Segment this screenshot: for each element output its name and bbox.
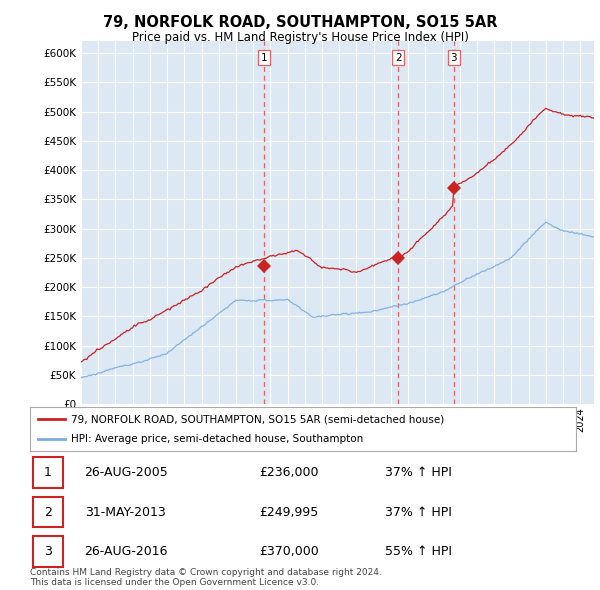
Text: 3: 3 [451,53,457,63]
FancyBboxPatch shape [33,457,63,488]
Text: 1: 1 [261,53,268,63]
Text: 26-AUG-2005: 26-AUG-2005 [85,466,169,479]
Text: 37% ↑ HPI: 37% ↑ HPI [385,506,452,519]
Text: £236,000: £236,000 [259,466,319,479]
Text: 37% ↑ HPI: 37% ↑ HPI [385,466,452,479]
Text: 1: 1 [44,466,52,479]
Text: 79, NORFOLK ROAD, SOUTHAMPTON, SO15 5AR (semi-detached house): 79, NORFOLK ROAD, SOUTHAMPTON, SO15 5AR … [71,414,444,424]
Text: 79, NORFOLK ROAD, SOUTHAMPTON, SO15 5AR: 79, NORFOLK ROAD, SOUTHAMPTON, SO15 5AR [103,15,497,30]
Text: £370,000: £370,000 [259,545,319,558]
Text: HPI: Average price, semi-detached house, Southampton: HPI: Average price, semi-detached house,… [71,434,363,444]
Text: £249,995: £249,995 [259,506,319,519]
Text: 3: 3 [44,545,52,558]
Text: Contains HM Land Registry data © Crown copyright and database right 2024.
This d: Contains HM Land Registry data © Crown c… [30,568,382,587]
Text: 31-MAY-2013: 31-MAY-2013 [85,506,166,519]
Text: 55% ↑ HPI: 55% ↑ HPI [385,545,452,558]
FancyBboxPatch shape [33,497,63,527]
FancyBboxPatch shape [33,536,63,567]
Text: 26-AUG-2016: 26-AUG-2016 [85,545,168,558]
Text: 2: 2 [44,506,52,519]
Text: 2: 2 [395,53,401,63]
Text: Price paid vs. HM Land Registry's House Price Index (HPI): Price paid vs. HM Land Registry's House … [131,31,469,44]
